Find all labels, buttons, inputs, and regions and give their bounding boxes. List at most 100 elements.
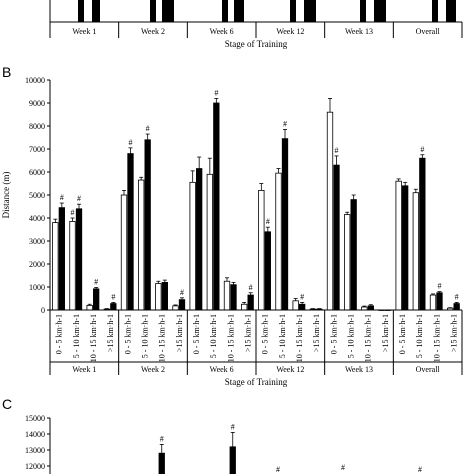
x-category-label: 0 - 5 km·h-1 bbox=[398, 314, 407, 354]
x-category-label: 5 - 10 km·h-1 bbox=[140, 314, 149, 358]
significance-marker: # bbox=[276, 465, 280, 474]
bar bbox=[429, 294, 437, 311]
panel-b-ylabel: Distance (m) bbox=[1, 172, 11, 219]
panel-c-letter: C bbox=[2, 396, 12, 412]
x-category-label: 10 - 15 km·h-1 bbox=[89, 314, 98, 362]
x-category-label: 0 - 5 km·h-1 bbox=[55, 314, 64, 354]
significance-marker: # bbox=[71, 208, 75, 217]
panel-a: Week 1 Week 2 Week 6 Week 12 Week 13 Overall … bbox=[49, 0, 463, 49]
panel-a-bar bbox=[374, 0, 386, 22]
bar bbox=[161, 281, 168, 311]
bar bbox=[155, 283, 162, 311]
group-label: Week 6 bbox=[210, 365, 234, 374]
bar bbox=[333, 164, 340, 311]
significance-marker: # bbox=[418, 465, 422, 474]
bar bbox=[93, 288, 100, 311]
y-tick-label: 7000 bbox=[29, 145, 45, 154]
bar bbox=[223, 280, 231, 311]
significance-marker: # bbox=[111, 292, 115, 301]
bar bbox=[344, 214, 351, 311]
y-tick-label: 5000 bbox=[29, 191, 45, 200]
x-category-label: >15 km·h-1 bbox=[381, 314, 390, 352]
bar bbox=[453, 303, 460, 311]
bar bbox=[299, 303, 306, 311]
group-label: Week 1 bbox=[72, 365, 96, 374]
bar bbox=[247, 294, 254, 311]
panel-b-xlabel: Stage of Training bbox=[225, 377, 288, 387]
y-tick-label: 2000 bbox=[29, 260, 45, 269]
bar bbox=[138, 179, 145, 311]
panel-a-bar bbox=[304, 0, 316, 22]
panel-a-week-label: Week 1 bbox=[72, 27, 96, 36]
bar bbox=[172, 305, 179, 311]
bar bbox=[229, 446, 236, 474]
bar bbox=[120, 194, 128, 311]
bar bbox=[144, 139, 151, 311]
panel-a-bar bbox=[92, 0, 100, 22]
y-tick-label: 13000 bbox=[25, 446, 45, 455]
x-category-label: >15 km·h-1 bbox=[449, 314, 458, 352]
x-category-label: 10 - 15 km·h-1 bbox=[432, 314, 441, 362]
panel-c-chart: 12000 13000 14000 15000 # # # # # bbox=[25, 414, 422, 474]
x-category-label: >15 km·h-1 bbox=[243, 314, 252, 352]
bar bbox=[395, 180, 402, 311]
significance-marker: # bbox=[335, 146, 339, 155]
y-tick-label: 14000 bbox=[25, 430, 45, 439]
panel-a-week-label: Week 12 bbox=[276, 27, 304, 36]
bar bbox=[58, 207, 65, 311]
bar bbox=[258, 189, 265, 311]
bar bbox=[158, 452, 165, 474]
panel-b-chart: 0 1000 2000 3000 4000 5000 6000 7000 8000 9000 100… bbox=[1, 76, 463, 387]
x-category-label: 5 - 10 km·h-1 bbox=[415, 314, 424, 358]
significance-marker: # bbox=[94, 277, 98, 286]
y-tick-label: 3000 bbox=[29, 237, 45, 246]
x-category-label: 0 - 5 km·h-1 bbox=[123, 314, 132, 354]
panel-a-week-label: Week 2 bbox=[141, 27, 165, 36]
significance-marker: # bbox=[300, 292, 304, 301]
panel-a-bar bbox=[150, 0, 156, 22]
significance-marker: # bbox=[283, 119, 287, 128]
bar bbox=[412, 192, 419, 311]
bar bbox=[52, 222, 59, 311]
significance-marker: # bbox=[438, 282, 442, 291]
x-category-label: 0 - 5 km·h-1 bbox=[261, 314, 270, 354]
bar bbox=[206, 173, 213, 311]
panel-a-bar bbox=[222, 0, 228, 22]
group-label: Week 12 bbox=[276, 365, 304, 374]
significance-marker: # bbox=[77, 194, 81, 203]
y-tick-label: 1000 bbox=[29, 283, 45, 292]
x-category-label: 10 - 15 km·h-1 bbox=[158, 314, 167, 362]
significance-marker: # bbox=[60, 193, 64, 202]
y-tick-label: 9000 bbox=[29, 99, 45, 108]
panel-a-bar bbox=[432, 0, 438, 22]
bar bbox=[402, 185, 409, 311]
significance-marker: # bbox=[266, 217, 270, 226]
panel-a-week-label: Week 6 bbox=[210, 27, 234, 36]
x-category-label: 5 - 10 km·h-1 bbox=[209, 314, 218, 358]
panel-a-bar bbox=[360, 0, 366, 22]
y-tick-label: 10000 bbox=[25, 76, 45, 85]
significance-marker: # bbox=[455, 292, 459, 301]
panel-a-week-label: Week 13 bbox=[345, 27, 373, 36]
x-category-label: >15 km·h-1 bbox=[312, 314, 321, 352]
bar bbox=[127, 153, 134, 311]
bar bbox=[86, 304, 93, 311]
bar bbox=[350, 199, 357, 311]
y-tick-label: 15000 bbox=[25, 414, 45, 423]
significance-marker: # bbox=[180, 288, 184, 297]
panel-a-bar bbox=[234, 0, 244, 22]
group-label: Overall bbox=[416, 365, 441, 374]
x-category-label: 0 - 5 km·h-1 bbox=[329, 314, 338, 354]
bar bbox=[213, 102, 220, 311]
bar bbox=[69, 221, 76, 311]
panel-b-letter: B bbox=[2, 64, 11, 80]
bar bbox=[264, 231, 271, 311]
bar bbox=[419, 157, 426, 311]
y-tick-label: 8000 bbox=[29, 122, 45, 131]
panel-a-bar bbox=[162, 0, 174, 22]
y-tick-label: 0 bbox=[41, 306, 45, 315]
x-category-label: 5 - 10 km·h-1 bbox=[346, 314, 355, 358]
bar bbox=[178, 299, 186, 311]
bar bbox=[230, 284, 237, 311]
